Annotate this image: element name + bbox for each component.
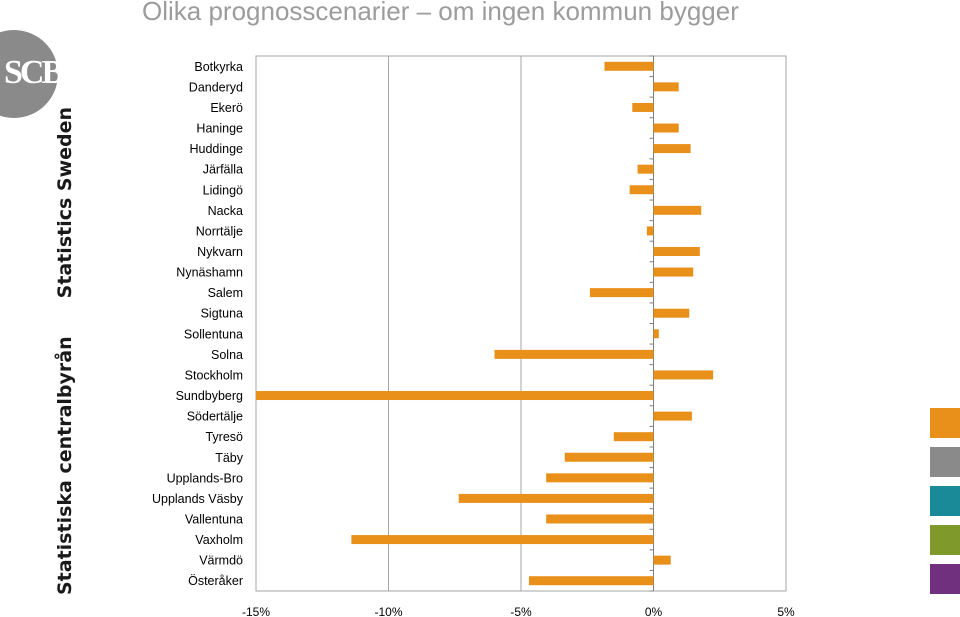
category-label: Upplands-Bro — [167, 471, 243, 485]
category-label: Upplands Väsby — [152, 492, 244, 506]
bar — [653, 267, 694, 277]
category-label: Huddinge — [189, 142, 243, 156]
category-label: Botkyrka — [194, 60, 243, 74]
category-label: Vaxholm — [195, 533, 243, 547]
bar — [653, 205, 702, 215]
bar — [564, 452, 654, 462]
color-swatch — [930, 486, 960, 516]
color-swatch — [930, 525, 960, 555]
x-tick-label: -15% — [242, 605, 270, 617]
category-label: Norrtälje — [196, 224, 243, 238]
category-label: Sollentuna — [184, 327, 243, 341]
bar — [653, 411, 692, 421]
category-label: Danderyd — [189, 80, 243, 94]
bar — [546, 473, 654, 483]
bar — [604, 61, 654, 71]
bar — [632, 102, 654, 112]
category-label: Järfälla — [203, 163, 243, 177]
bar — [653, 329, 659, 339]
category-labels: Botkyrka Danderyd Ekerö Haninge Huddinge Järf… — [152, 60, 244, 588]
x-tick-label: 0% — [645, 605, 663, 617]
color-swatch — [930, 408, 960, 438]
gridlines — [255, 55, 787, 592]
bar — [653, 370, 714, 380]
chart-title: Olika prognosscenarier – om ingen kommun… — [142, 0, 739, 26]
x-tick-label: -5% — [510, 605, 532, 617]
bar — [546, 514, 654, 524]
bars — [256, 61, 714, 586]
bar — [646, 226, 654, 236]
bar — [458, 493, 654, 503]
logo-text: SCB — [4, 54, 64, 91]
category-label: Vallentuna — [185, 512, 243, 526]
x-tick-label: 5% — [777, 605, 795, 617]
x-tick-label: -10% — [374, 605, 402, 617]
bar — [653, 123, 679, 133]
bar — [613, 432, 654, 442]
category-label: Stockholm — [185, 368, 243, 382]
category-label: Tyresö — [205, 430, 243, 444]
bar — [653, 555, 671, 565]
bar — [494, 349, 654, 359]
category-label: Södertälje — [187, 410, 243, 424]
category-label: Nykvarn — [197, 245, 243, 259]
bar — [637, 164, 654, 174]
bar — [589, 288, 654, 298]
category-label: Sigtuna — [201, 307, 243, 321]
category-label: Ekerö — [210, 101, 243, 115]
category-label: Solna — [211, 348, 243, 362]
bar — [653, 308, 690, 318]
category-label: Nynäshamn — [176, 266, 243, 280]
category-label: Sundbyberg — [176, 389, 243, 403]
bar — [653, 246, 700, 256]
category-label: Österåker — [188, 574, 243, 588]
bar — [653, 144, 691, 154]
bar — [528, 576, 654, 586]
bar — [653, 82, 679, 92]
category-label: Täby — [215, 451, 244, 465]
color-swatch — [930, 564, 960, 594]
color-swatch — [930, 447, 960, 477]
bar — [351, 535, 654, 545]
bar — [629, 185, 654, 195]
x-tick-labels: -15% -10% -5% 0% 5% — [242, 605, 795, 617]
category-label: Salem — [208, 286, 243, 300]
category-label: Värmdö — [199, 554, 243, 568]
category-label: Nacka — [208, 204, 243, 218]
bar — [256, 391, 654, 401]
category-label: Lidingö — [203, 183, 243, 197]
category-label: Haninge — [196, 122, 243, 136]
